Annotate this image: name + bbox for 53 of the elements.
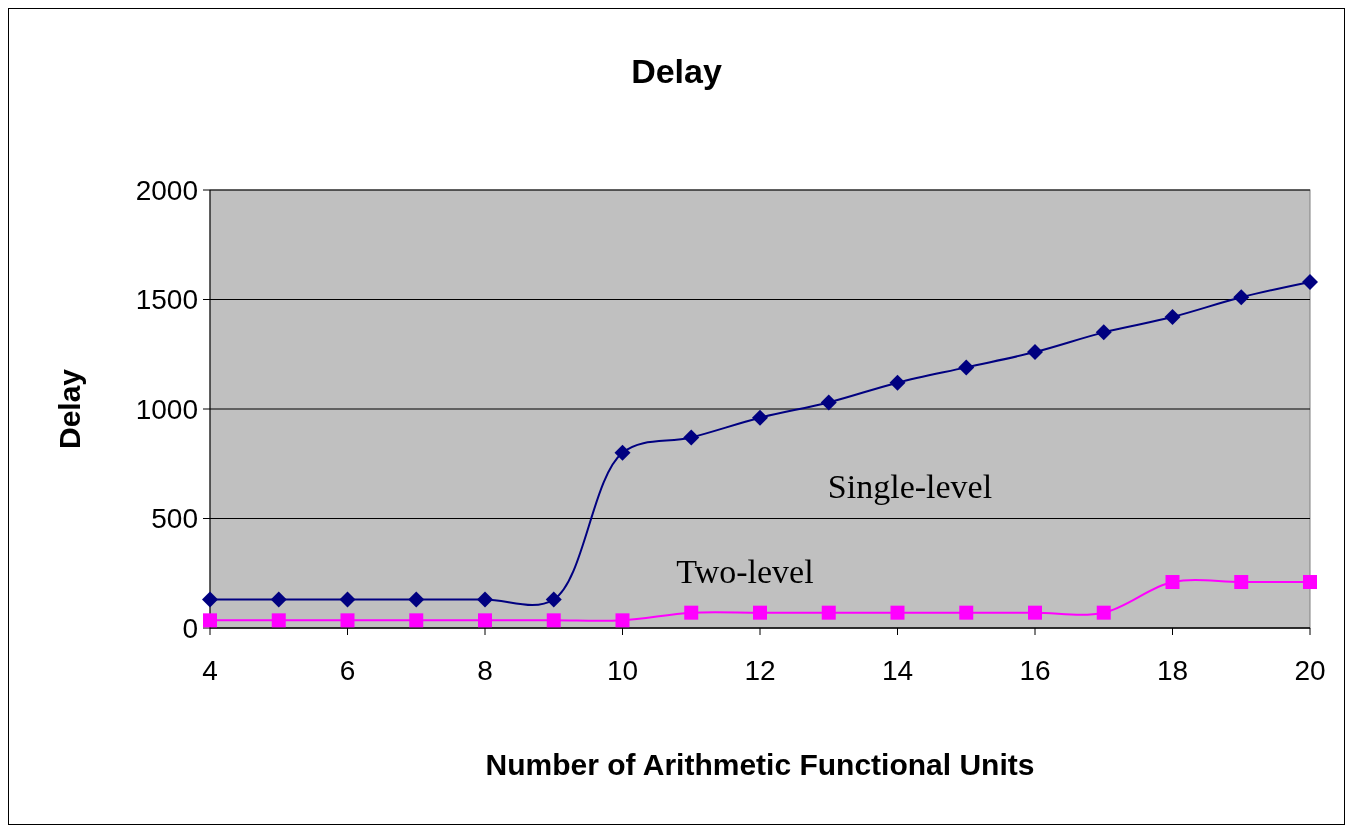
x-tick-label: 4 <box>202 655 218 686</box>
series-label: Single-level <box>827 467 993 505</box>
point <box>1234 575 1249 590</box>
series-label: Two-level <box>676 552 814 590</box>
point <box>271 613 286 628</box>
point <box>1303 575 1317 590</box>
point <box>339 591 356 608</box>
point <box>753 605 767 620</box>
x-tick-label: 10 <box>606 655 639 686</box>
point <box>202 591 218 608</box>
point <box>203 613 217 628</box>
y-tick-label: 2000 <box>135 174 198 206</box>
x-tick-label: 18 <box>1156 655 1189 686</box>
y-tick-label: 1500 <box>135 284 198 316</box>
point <box>1028 605 1042 620</box>
x-axis-title: Number of Arithmetic Functional Units <box>485 748 1035 781</box>
y-axis-title: Delay <box>53 368 86 450</box>
point <box>270 591 287 608</box>
point <box>1096 605 1111 620</box>
point <box>752 409 768 426</box>
y-tick-label: 500 <box>151 503 198 535</box>
x-tick-label: 8 <box>477 655 493 686</box>
point <box>340 613 355 628</box>
point <box>821 605 836 620</box>
point <box>408 591 425 608</box>
point <box>684 605 699 620</box>
point <box>614 444 631 461</box>
y-tick-label: 1000 <box>135 393 198 425</box>
point <box>478 613 492 628</box>
point <box>959 605 974 620</box>
x-tick-label: 6 <box>339 655 356 686</box>
point <box>545 591 562 608</box>
point <box>1302 273 1318 290</box>
point <box>1027 344 1043 361</box>
point <box>615 613 630 628</box>
chart-title: Delay <box>631 52 722 90</box>
y-tick-label: 0 <box>182 612 198 644</box>
point <box>1165 575 1180 590</box>
point <box>889 374 906 391</box>
point <box>1233 289 1250 306</box>
point <box>546 613 561 628</box>
point <box>820 394 837 411</box>
point <box>1095 324 1112 341</box>
x-tick-label: 14 <box>881 655 914 686</box>
point <box>890 605 905 620</box>
x-tick-label: 12 <box>744 655 776 686</box>
point <box>683 429 700 446</box>
x-tick-label: 16 <box>1019 655 1051 686</box>
point <box>477 591 493 608</box>
point <box>1164 309 1181 326</box>
point <box>409 613 424 628</box>
x-tick-label: 20 <box>1294 655 1326 686</box>
point <box>958 359 975 376</box>
